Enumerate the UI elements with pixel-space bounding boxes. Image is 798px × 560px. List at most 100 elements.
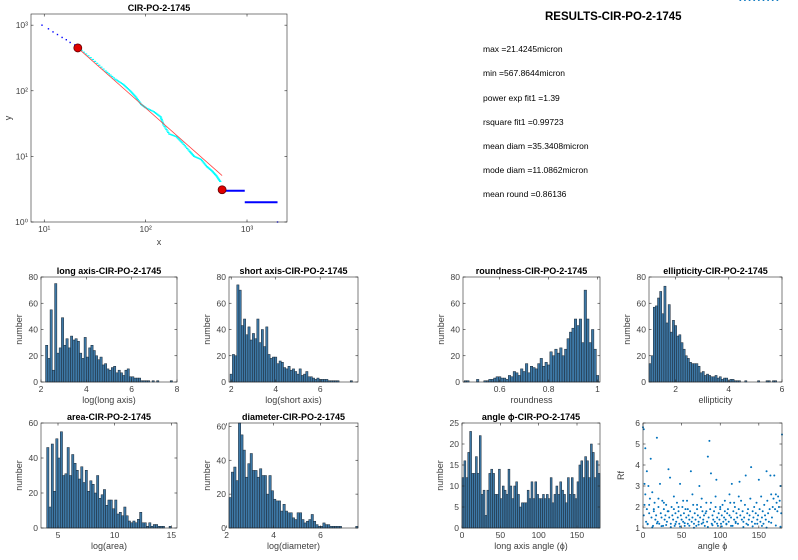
histogram-bar [58,347,62,383]
histogram-bar [247,463,251,529]
data-point [176,137,179,139]
data-point [107,73,110,75]
histogram-bar [123,506,127,529]
histogram-bar [243,318,246,383]
x-tick-label: 0 [641,530,646,540]
histogram-bar [94,492,97,529]
histogram-bar [148,522,152,529]
histogram-bar [238,422,241,529]
scatter-point [777,495,780,498]
y-tick-label: 40 [451,325,461,335]
scatter-point [724,518,727,521]
data-point [133,95,137,97]
histogram-bar [689,362,692,383]
y-tick-label: 20 [450,439,460,449]
scatter-point [740,499,743,502]
histogram-bar [712,376,716,383]
histogram-bar [53,491,56,529]
histogram-bar [561,355,565,383]
scatter-point [758,508,761,511]
histogram-bar [590,443,593,529]
data-point [132,94,136,96]
histogram-bar [133,377,137,383]
scatter-point [682,520,685,523]
y-tick-label: 0 [33,377,38,387]
scatter-point [760,516,763,519]
histogram-bar [714,375,718,383]
scatter-point [741,510,744,513]
histogram-bar [254,338,258,383]
scatter-point [771,0,774,1]
scatter-point [737,495,740,498]
scatter-point [683,524,686,527]
data-point [209,168,212,171]
scatter-point [721,503,724,506]
scatter-point [656,520,659,523]
data-point [165,128,168,131]
y-tick-label: 20 [29,488,39,498]
data-point [135,97,139,99]
scatter-point [772,497,775,500]
x-tick-label: 1 [595,384,600,394]
histogram-bar [141,522,145,529]
histogram-bar [731,379,735,383]
y-tick-label: 60 [29,298,39,308]
scatter-point [709,472,712,475]
data-point [119,82,122,84]
data-point [130,92,134,94]
scatter-point [672,508,675,511]
histogram-bar [301,375,304,383]
scatter-point [710,522,713,525]
data-point [179,140,182,142]
data-point [69,41,71,44]
scatter-point [719,508,722,511]
scatter-point [701,510,704,513]
scatter-point [765,470,768,473]
scatter-point [753,506,756,508]
data-point [97,64,101,66]
histogram-bar [138,377,141,383]
histogram-bar [525,502,528,529]
histogram-bar [510,376,514,383]
histogram-bar [50,443,54,529]
scatter-point [752,516,755,519]
scatter-point [759,520,762,523]
scatter-point [778,499,781,502]
data-point [175,136,178,138]
scatter-point [692,503,695,506]
data-point [61,36,63,39]
histogram-bar [486,489,490,529]
scatter-point [667,468,670,471]
data-point [188,150,191,152]
histogram-bar [537,363,541,383]
histogram-bar [49,309,53,383]
scatter-point [743,516,746,519]
histogram-bar [54,283,58,383]
histogram-bar [490,468,493,529]
scatter-point [669,522,672,525]
data-point [93,60,97,63]
scatter-point [702,521,705,524]
scatter-point [667,510,670,513]
data-point [213,172,216,175]
histogram-bar [118,512,122,529]
histogram-bar [561,489,564,529]
histogram-bar [155,524,158,529]
data-point [208,168,211,170]
data-point [47,28,50,30]
histogram-bar [680,342,684,383]
histogram-bar [130,522,134,529]
histogram-bar [549,477,553,529]
x-tick-label: 5 [56,530,61,540]
histogram-bar [592,452,595,529]
histogram-bar [75,470,79,529]
data-point [116,80,120,82]
histogram-bar [308,519,312,529]
histogram-bar [591,329,595,383]
scatter-point [757,478,760,481]
y-tick-label: 20 [217,351,227,361]
data-point [158,115,161,117]
data-point [201,161,205,163]
histogram-bar [258,342,262,383]
histogram-bar [124,369,128,383]
